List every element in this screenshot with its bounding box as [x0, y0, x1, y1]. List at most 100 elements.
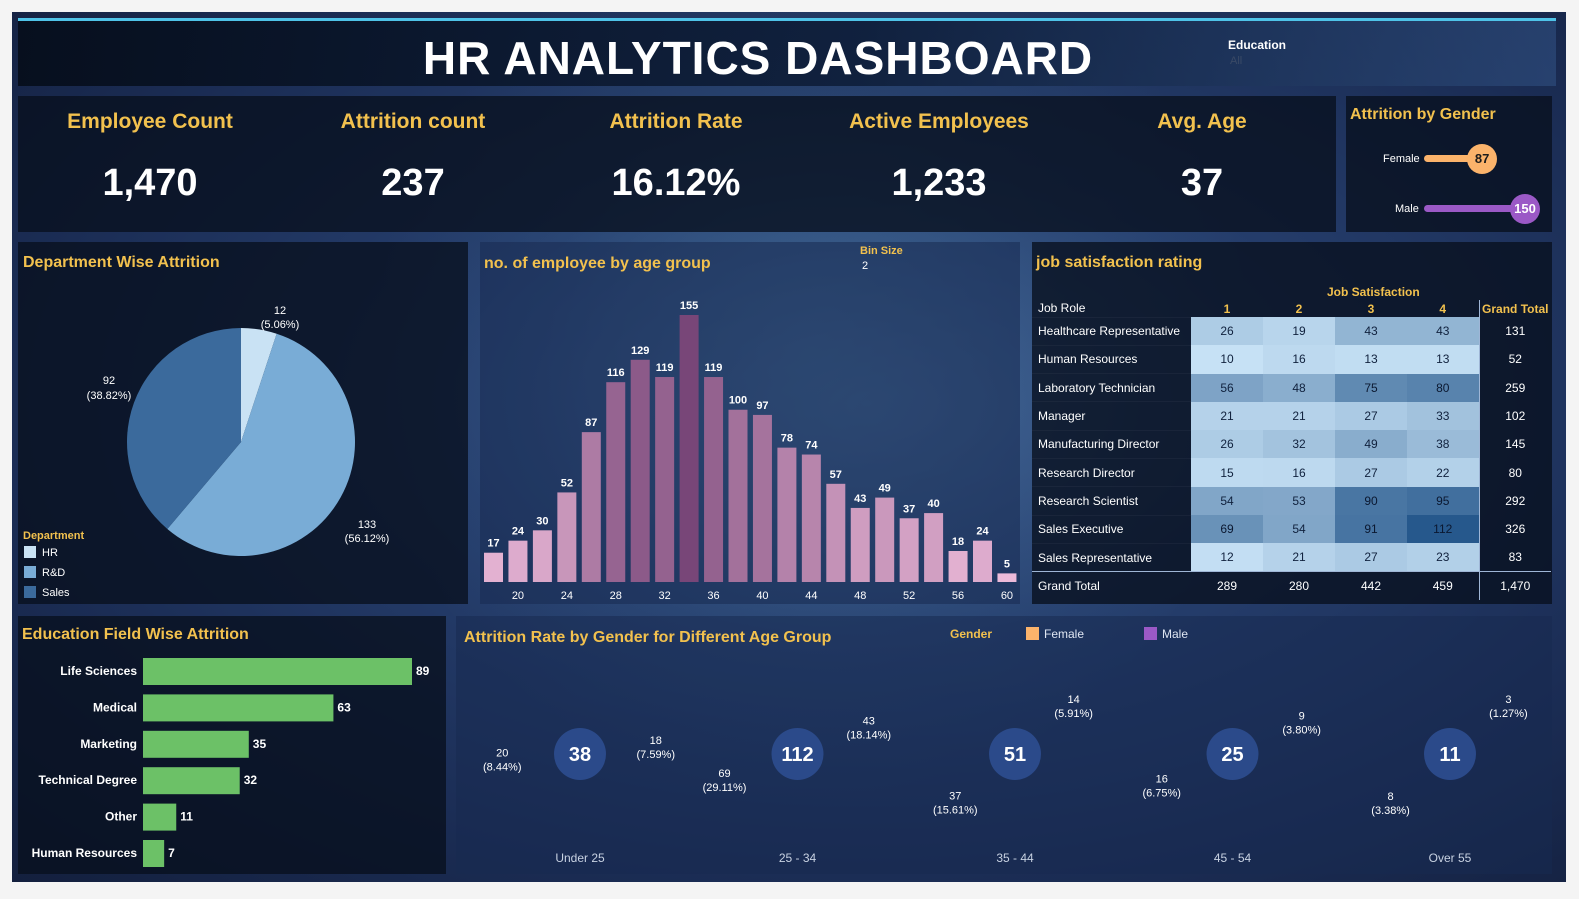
- heatmap-cell[interactable]: 26: [1191, 317, 1263, 346]
- heatmap-cell[interactable]: 80: [1407, 373, 1479, 402]
- kpi-label: Employee Count: [67, 110, 233, 133]
- age-bar[interactable]: [777, 447, 797, 582]
- bin-size-value[interactable]: 2: [862, 260, 869, 272]
- department-pie-chart: 12 (5.06%) 133 (56.12%) 92 (38.82%) Depa…: [23, 305, 389, 599]
- heatmap-cell[interactable]: 90: [1335, 486, 1407, 516]
- age-bar[interactable]: [532, 530, 552, 582]
- age-bar[interactable]: [581, 432, 601, 582]
- heatmap-cell[interactable]: 54: [1263, 515, 1335, 544]
- age-bar[interactable]: [704, 377, 724, 582]
- category-label: Other: [105, 810, 137, 824]
- age-bar[interactable]: [484, 552, 503, 582]
- age-bar[interactable]: [875, 497, 895, 582]
- donut-label-female-value: 3: [1505, 694, 1511, 706]
- heatmap-cell[interactable]: 27: [1335, 401, 1407, 431]
- heatmap-cell[interactable]: 21: [1263, 401, 1335, 431]
- heatmap-cell[interactable]: 10: [1191, 345, 1263, 374]
- donut-label-male-pct: (3.38%): [1371, 805, 1410, 817]
- heatmap-cell[interactable]: 26: [1191, 430, 1263, 459]
- donut-label-female-value: 43: [863, 715, 875, 727]
- age-group-label: 45 - 54: [1214, 851, 1252, 865]
- heatmap-cell[interactable]: 112: [1407, 515, 1479, 544]
- heatmap-cell[interactable]: 15: [1191, 458, 1263, 487]
- education-bar[interactable]: [143, 840, 165, 867]
- heatmap-cell[interactable]: 38: [1407, 430, 1479, 459]
- heatmap-cell[interactable]: 91: [1335, 515, 1407, 544]
- heatmap-cell[interactable]: 21: [1191, 401, 1263, 431]
- heatmap-cell[interactable]: 21: [1263, 543, 1335, 572]
- heatmap-cell[interactable]: 23: [1407, 543, 1479, 572]
- heatmap-cell[interactable]: 69: [1191, 515, 1263, 544]
- column-total: 459: [1407, 571, 1479, 600]
- age-bar[interactable]: [606, 382, 626, 582]
- gender-label-male: Male: [1395, 203, 1419, 215]
- age-bar[interactable]: [679, 315, 699, 582]
- x-tick-label: 20: [512, 590, 524, 602]
- heatmap-cell[interactable]: 56: [1191, 373, 1263, 402]
- grand-total-label: Grand Total: [1032, 571, 1191, 600]
- column-total: 442: [1335, 571, 1407, 600]
- job-role-label: Manager: [1032, 401, 1191, 431]
- heatmap-cell[interactable]: 32: [1263, 430, 1335, 459]
- age-bar[interactable]: [630, 359, 650, 582]
- heatmap-cell[interactable]: 16: [1263, 458, 1335, 487]
- pie-slice-hr[interactable]: [241, 328, 277, 442]
- heatmap-cell[interactable]: 33: [1407, 401, 1479, 431]
- heatmap-cell[interactable]: 43: [1335, 317, 1407, 346]
- education-bar[interactable]: [143, 694, 334, 722]
- age-bar[interactable]: [508, 540, 528, 582]
- x-tick-label: 44: [805, 590, 817, 602]
- age-bar[interactable]: [973, 540, 992, 582]
- heatmap-cell[interactable]: 13: [1407, 345, 1479, 374]
- gender-value-male: 150: [1510, 194, 1540, 224]
- table-row: Research Scientist 54 53 90 95 292: [1032, 486, 1551, 516]
- age-bar-value: 24: [976, 526, 989, 538]
- pie-label-hr-value: 12: [274, 305, 286, 317]
- job-role-label: Healthcare Representative: [1032, 316, 1191, 346]
- age-bar-value: 129: [631, 345, 649, 357]
- heatmap-cell[interactable]: 54: [1191, 486, 1263, 516]
- age-bar[interactable]: [924, 513, 944, 582]
- job-role-label: Laboratory Technician: [1032, 373, 1191, 402]
- age-bar[interactable]: [899, 518, 919, 582]
- heatmap-cell[interactable]: 19: [1263, 317, 1335, 346]
- x-tick-label: 56: [952, 590, 964, 602]
- age-bar[interactable]: [948, 550, 968, 582]
- heatmap-cell[interactable]: 13: [1335, 345, 1407, 374]
- heatmap-cell[interactable]: 75: [1335, 373, 1407, 402]
- table-row: Manufacturing Director 26 32 49 38 145: [1032, 429, 1551, 459]
- age-bar[interactable]: [997, 573, 1017, 582]
- age-group-bar-chart: 17 24 30 52 87 116 129 119 155 119 100 97 78 74 57 43 49…: [484, 300, 1017, 602]
- heatmap-cell[interactable]: 43: [1407, 317, 1479, 346]
- bar-value: 89: [416, 664, 430, 678]
- heatmap-cell[interactable]: 95: [1407, 486, 1479, 516]
- age-bar[interactable]: [850, 507, 870, 582]
- heatmap-cell[interactable]: 48: [1263, 373, 1335, 402]
- education-bar[interactable]: [143, 803, 177, 831]
- heatmap-cell[interactable]: 16: [1263, 345, 1335, 374]
- heatmap-cell[interactable]: 53: [1263, 486, 1335, 516]
- heatmap-cell[interactable]: 22: [1407, 458, 1479, 487]
- age-bar[interactable]: [826, 483, 846, 582]
- age-bar[interactable]: [801, 454, 821, 582]
- education-field-panel: Education Field Wise Attrition Life Scie…: [18, 616, 446, 874]
- heatmap-cell[interactable]: 27: [1335, 543, 1407, 572]
- education-filter-dropdown[interactable]: All: [1230, 55, 1243, 67]
- age-bar[interactable]: [557, 492, 577, 582]
- heatmap-cell[interactable]: 12: [1191, 543, 1263, 572]
- pie-slice-rd[interactable]: [167, 333, 356, 556]
- age-bar[interactable]: [728, 409, 748, 582]
- heatmap-cell[interactable]: 27: [1335, 458, 1407, 487]
- education-bar[interactable]: [143, 767, 240, 795]
- legend-label-rd: R&D: [42, 567, 65, 579]
- education-bar[interactable]: [143, 658, 412, 685]
- gender-bar-female[interactable]: [1424, 155, 1484, 162]
- donut-label-male-value: 37: [949, 790, 961, 802]
- age-bar[interactable]: [655, 377, 675, 582]
- heatmap-cell[interactable]: 49: [1335, 430, 1407, 459]
- age-bar[interactable]: [752, 414, 772, 582]
- education-bar[interactable]: [143, 730, 249, 758]
- gender-bar-male[interactable]: [1424, 205, 1526, 212]
- pie-slice-sales[interactable]: [127, 328, 241, 530]
- x-tick-label: 48: [854, 590, 866, 602]
